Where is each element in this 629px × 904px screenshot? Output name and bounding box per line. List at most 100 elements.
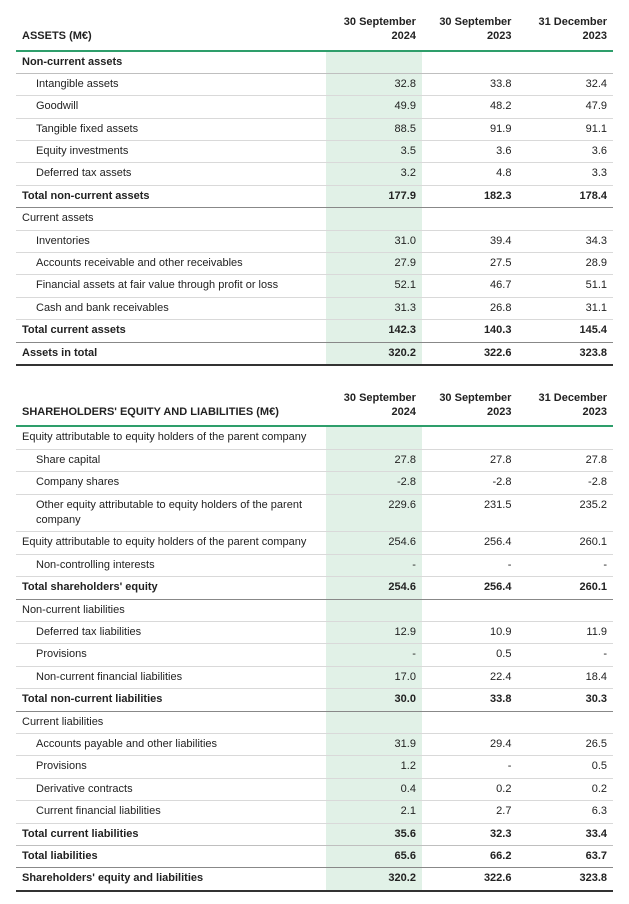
row-value: 28.9 (517, 253, 613, 275)
table-row: Equity attributable to equity holders of… (16, 532, 613, 554)
row-value: - (326, 644, 422, 666)
row-value (422, 208, 518, 230)
row-label: Shareholders' equity and liabilities (16, 868, 326, 891)
row-value: 34.3 (517, 230, 613, 252)
row-value: 27.8 (517, 449, 613, 471)
table-row: Other equity attributable to equity hold… (16, 494, 613, 532)
equity-col-0: 30 September2024 (326, 388, 422, 427)
row-label: Financial assets at fair value through p… (16, 275, 326, 297)
row-value: 31.0 (326, 230, 422, 252)
row-value: 49.9 (326, 96, 422, 118)
row-value: 47.9 (517, 96, 613, 118)
row-label: Total current assets (16, 320, 326, 342)
row-label: Equity attributable to equity holders of… (16, 532, 326, 554)
table-row: Current assets (16, 208, 613, 230)
row-label: Deferred tax assets (16, 163, 326, 185)
row-label: Total non-current liabilities (16, 689, 326, 711)
row-value: 27.5 (422, 253, 518, 275)
table-row: Equity attributable to equity holders of… (16, 426, 613, 449)
row-value: 46.7 (422, 275, 518, 297)
row-value: 32.8 (326, 73, 422, 95)
table-row: Equity investments3.53.63.6 (16, 141, 613, 163)
row-label: Current financial liabilities (16, 801, 326, 823)
row-value: 260.1 (517, 577, 613, 599)
row-value (422, 426, 518, 449)
assets-col-2: 31 December2023 (517, 12, 613, 51)
row-value: 27.9 (326, 253, 422, 275)
table-row: Deferred tax assets3.24.83.3 (16, 163, 613, 185)
row-value: 4.8 (422, 163, 518, 185)
table-row: Deferred tax liabilities12.910.911.9 (16, 621, 613, 643)
row-value: 0.2 (517, 778, 613, 800)
table-row: Current liabilities (16, 711, 613, 733)
table-row: Provisions-0.5- (16, 644, 613, 666)
row-value: 3.3 (517, 163, 613, 185)
row-label: Other equity attributable to equity hold… (16, 494, 326, 532)
row-label: Deferred tax liabilities (16, 621, 326, 643)
row-value: 0.4 (326, 778, 422, 800)
row-value (326, 426, 422, 449)
assets-col-0: 30 September2024 (326, 12, 422, 51)
row-value: 1.2 (326, 756, 422, 778)
row-value: 12.9 (326, 621, 422, 643)
row-value (326, 208, 422, 230)
row-label: Provisions (16, 644, 326, 666)
row-value: - (422, 756, 518, 778)
row-value: 323.8 (517, 342, 613, 365)
row-value: 65.6 (326, 845, 422, 867)
table-row: Total current liabilities35.632.333.4 (16, 823, 613, 845)
table-row: Financial assets at fair value through p… (16, 275, 613, 297)
table-row: Share capital27.827.827.8 (16, 449, 613, 471)
row-label: Total liabilities (16, 845, 326, 867)
equity-title: SHAREHOLDERS' EQUITY AND LIABILITIES (M€… (16, 388, 326, 427)
row-label: Tangible fixed assets (16, 118, 326, 140)
row-value: 31.1 (517, 297, 613, 319)
table-row: Shareholders' equity and liabilities320.… (16, 868, 613, 891)
row-label: Non-current assets (16, 51, 326, 74)
row-value: 3.2 (326, 163, 422, 185)
row-value: 322.6 (422, 868, 518, 891)
row-value: 3.6 (422, 141, 518, 163)
row-value: 17.0 (326, 666, 422, 688)
assets-header: ASSETS (M€) 30 September2024 30 Septembe… (16, 12, 613, 51)
row-value: 0.5 (422, 644, 518, 666)
row-value: 145.4 (517, 320, 613, 342)
table-spacer (16, 366, 613, 388)
row-value: 33.8 (422, 689, 518, 711)
row-value (422, 51, 518, 74)
row-value: 30.3 (517, 689, 613, 711)
row-value (517, 51, 613, 74)
table-row: Non-current financial liabilities17.022.… (16, 666, 613, 688)
row-value: 254.6 (326, 577, 422, 599)
row-value: 27.8 (422, 449, 518, 471)
row-value: 0.2 (422, 778, 518, 800)
row-value: 35.6 (326, 823, 422, 845)
table-row: Current financial liabilities2.12.76.3 (16, 801, 613, 823)
row-value (517, 599, 613, 621)
row-value: - (422, 554, 518, 576)
table-row: Derivative contracts0.40.20.2 (16, 778, 613, 800)
table-row: Cash and bank receivables31.326.831.1 (16, 297, 613, 319)
row-value (326, 599, 422, 621)
row-value (517, 208, 613, 230)
row-value: 229.6 (326, 494, 422, 532)
equity-table: SHAREHOLDERS' EQUITY AND LIABILITIES (M€… (16, 388, 613, 892)
row-label: Equity attributable to equity holders of… (16, 426, 326, 449)
table-row: Accounts receivable and other receivable… (16, 253, 613, 275)
row-value (326, 51, 422, 74)
row-value: 177.9 (326, 185, 422, 207)
assets-table: ASSETS (M€) 30 September2024 30 Septembe… (16, 12, 613, 366)
row-value: 140.3 (422, 320, 518, 342)
row-value: 48.2 (422, 96, 518, 118)
row-value: 32.3 (422, 823, 518, 845)
table-row: Total shareholders' equity254.6256.4260.… (16, 577, 613, 599)
row-label: Company shares (16, 472, 326, 494)
row-label: Equity investments (16, 141, 326, 163)
assets-title: ASSETS (M€) (16, 12, 326, 51)
row-value: 18.4 (517, 666, 613, 688)
row-value: 32.4 (517, 73, 613, 95)
row-value: 142.3 (326, 320, 422, 342)
assets-col-1: 30 September2023 (422, 12, 518, 51)
row-label: Total shareholders' equity (16, 577, 326, 599)
table-row: Goodwill49.948.247.9 (16, 96, 613, 118)
